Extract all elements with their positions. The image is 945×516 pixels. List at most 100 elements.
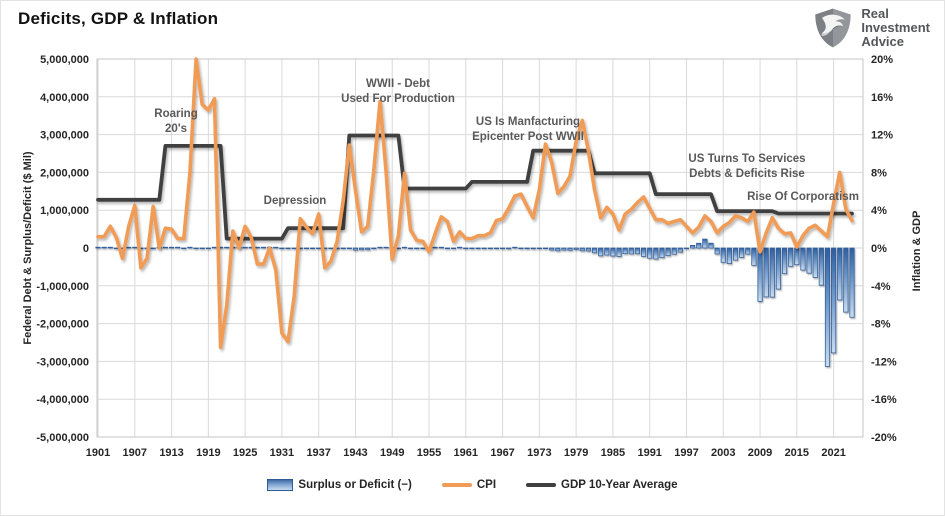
deficit-bar: [616, 247, 622, 257]
deficit-bar: [309, 247, 316, 250]
brand-logo: Real Investment Advice: [811, 7, 930, 49]
deficit-bar: [702, 238, 708, 249]
deficit-bar: [518, 247, 524, 250]
x-axis-tick: 2015: [785, 447, 809, 459]
deficit-bar: [205, 247, 211, 250]
deficit-bar: [181, 247, 187, 250]
deficit-bar: [291, 247, 297, 250]
deficit-bar: [647, 247, 653, 259]
deficit-bar: [365, 247, 371, 251]
deficit-bar: [303, 247, 309, 250]
deficit-bar: [714, 247, 720, 255]
deficit-bar: [739, 247, 745, 258]
deficit-bar: [150, 247, 156, 250]
right-axis-title: Inflation & GDP: [911, 210, 923, 292]
right-axis-tick: -20%: [871, 432, 897, 444]
x-axis-tick: 2009: [748, 447, 772, 459]
deficit-bar: [849, 247, 855, 318]
deficit-bar: [107, 246, 113, 249]
right-axis-tick: -16%: [871, 394, 897, 406]
deficit-bar: [408, 247, 414, 250]
chart-annotation: Depression: [263, 195, 327, 207]
deficit-bar: [659, 247, 665, 259]
deficit-bar: [438, 246, 444, 249]
left-axis-title: Federal Debt & Surplus/Deficit ($ Mil): [22, 151, 34, 345]
deficit-bar: [193, 247, 199, 250]
deficit-bar: [671, 247, 677, 255]
deficit-bar: [732, 247, 739, 261]
deficit-bar: [285, 247, 291, 250]
right-axis-tick: 4%: [871, 205, 887, 217]
x-axis-tick: 1913: [159, 447, 183, 459]
deficit-bar: [812, 247, 818, 278]
deficit-bar: [371, 247, 377, 250]
legend-label: Surplus or Deficit (−): [298, 479, 412, 491]
right-axis-tick: -8%: [871, 319, 891, 331]
deficit-bar: [242, 246, 248, 249]
deficit-bar: [506, 247, 512, 250]
deficit-bar: [530, 247, 536, 250]
bar-swatch-icon: [267, 479, 294, 491]
deficit-bar: [352, 247, 359, 251]
right-axis-tick: 16%: [871, 92, 893, 104]
x-axis-tick: 1991: [637, 447, 661, 459]
deficit-bar: [524, 247, 530, 250]
chart-annotation: US Is Manfacturing Epicenter Post WWII: [472, 116, 584, 143]
deficit-bar: [622, 247, 628, 255]
left-axis-tick: -1,000,000: [36, 281, 89, 293]
deficit-bar: [346, 247, 352, 250]
deficit-bar: [555, 247, 561, 252]
deficit-bar: [696, 242, 702, 249]
deficit-bar: [450, 247, 457, 250]
left-axis-tick: 1,000,000: [40, 205, 89, 217]
deficit-bar: [567, 247, 573, 251]
deficit-bar: [101, 246, 107, 249]
line-swatch-icon: [526, 483, 557, 487]
left-axis-tick: -5,000,000: [36, 432, 89, 444]
deficit-bar: [800, 247, 806, 271]
left-axis-tick: -2,000,000: [36, 319, 89, 331]
left-axis-tick: -4,000,000: [36, 394, 89, 406]
x-axis-tick: 1907: [123, 447, 147, 459]
deficit-bar: [585, 247, 591, 252]
eagle-shield-icon: [815, 8, 851, 48]
right-axis-tick: 0%: [871, 243, 887, 255]
deficit-bar: [788, 247, 794, 267]
legend-label: GDP 10-Year Average: [561, 479, 678, 491]
deficit-bar: [640, 247, 647, 257]
deficit-bar: [162, 246, 169, 249]
deficit-bar: [199, 247, 205, 250]
deficit-bar: [254, 246, 260, 249]
deficit-bar: [549, 247, 555, 251]
cpi-line: [96, 57, 854, 349]
deficit-bar: [708, 242, 714, 249]
legend-item: Surplus or Deficit (−): [267, 479, 412, 491]
deficit-bar: [260, 246, 267, 249]
deficit-bar: [591, 247, 598, 254]
deficit-bar: [769, 247, 775, 298]
brand-name: Real Investment Advice: [861, 6, 930, 49]
deficit-bar: [481, 247, 487, 250]
deficit-bar: [126, 246, 132, 249]
legend: Surplus or Deficit (−) CPI GDP 10-Year Ave…: [1, 479, 944, 491]
x-axis-tick: 1979: [564, 447, 588, 459]
left-axis-tick: 0: [83, 243, 89, 255]
x-axis-tick: 2021: [821, 447, 845, 459]
deficit-bar: [211, 246, 218, 249]
x-axis-tick: 1931: [270, 447, 294, 459]
deficit-bar: [401, 246, 408, 249]
left-axis-tick: 5,000,000: [40, 54, 89, 66]
right-axis-tick: 20%: [871, 54, 893, 66]
x-axis-tick: 1949: [380, 447, 404, 459]
deficit-bar: [132, 246, 138, 249]
deficit-bar: [469, 247, 475, 250]
deficit-bar: [377, 246, 383, 249]
deficit-bar: [745, 247, 751, 255]
deficit-bar: [414, 247, 420, 250]
right-axis-tick: 12%: [871, 130, 893, 142]
x-axis-tick: 1973: [527, 447, 551, 459]
deficit-bar: [573, 247, 579, 250]
deficit-bar: [653, 247, 659, 260]
deficit-bar: [751, 247, 757, 266]
